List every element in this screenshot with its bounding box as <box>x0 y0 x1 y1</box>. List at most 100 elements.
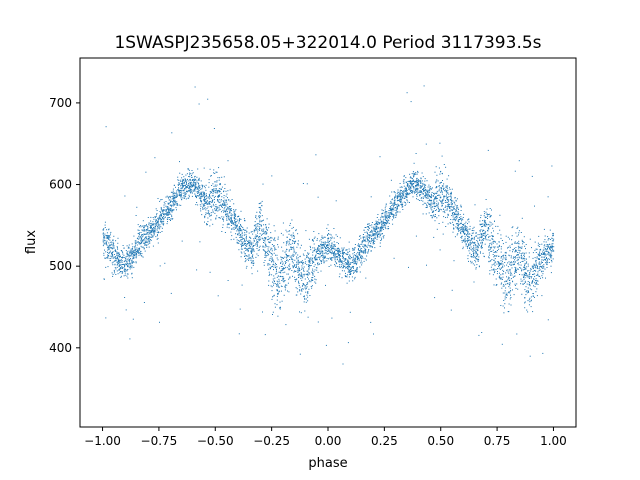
data-point <box>478 237 480 239</box>
data-point <box>354 258 356 259</box>
data-point <box>296 262 298 264</box>
data-point <box>282 258 284 259</box>
data-point <box>201 194 203 196</box>
data-point <box>370 250 372 252</box>
data-point <box>282 263 284 265</box>
data-point <box>365 249 367 251</box>
data-point <box>193 185 195 187</box>
data-point <box>188 196 190 198</box>
data-point <box>282 278 284 279</box>
data-point <box>275 254 276 256</box>
data-point <box>272 296 273 298</box>
data-point <box>169 195 171 197</box>
data-point <box>396 209 398 210</box>
data-point <box>493 272 495 274</box>
data-point <box>202 206 204 208</box>
data-point <box>488 236 490 238</box>
data-point <box>508 291 510 293</box>
data-point <box>232 222 234 224</box>
data-point <box>263 219 264 221</box>
data-point <box>244 240 246 242</box>
data-point <box>135 257 137 259</box>
data-point <box>235 209 237 211</box>
data-point <box>137 250 139 252</box>
data-point <box>488 260 490 262</box>
data-point <box>427 186 429 188</box>
data-point <box>182 179 184 181</box>
data-point <box>116 261 118 263</box>
data-point <box>256 248 258 249</box>
data-point <box>323 246 325 248</box>
data-point <box>379 222 381 224</box>
data-point <box>160 208 162 210</box>
data-point <box>373 240 375 242</box>
data-point <box>215 217 217 219</box>
data-point <box>160 219 162 221</box>
data-point <box>164 213 166 215</box>
data-point <box>407 184 409 186</box>
data-point <box>218 179 220 181</box>
data-point <box>295 266 296 268</box>
data-point <box>436 174 438 176</box>
data-point <box>161 219 163 221</box>
data-point <box>150 216 152 218</box>
data-point <box>290 234 292 236</box>
data-point <box>225 214 226 216</box>
data-point <box>373 237 375 239</box>
data-point <box>464 223 466 225</box>
data-point <box>467 231 469 233</box>
data-point <box>119 268 121 270</box>
data-point <box>219 194 221 196</box>
data-point <box>453 212 455 214</box>
data-point <box>149 224 151 226</box>
data-point <box>493 235 494 237</box>
data-point <box>406 192 408 194</box>
data-point <box>335 250 337 251</box>
data-point <box>392 223 394 225</box>
data-point <box>293 251 295 253</box>
data-point <box>488 256 489 258</box>
data-point <box>142 242 144 244</box>
data-point <box>269 268 271 270</box>
data-point <box>404 202 406 204</box>
data-point <box>351 257 353 259</box>
data-point <box>338 276 340 278</box>
data-point <box>471 232 473 234</box>
data-point <box>500 246 502 248</box>
data-point <box>502 265 503 267</box>
data-point <box>235 222 237 224</box>
data-point <box>505 281 507 282</box>
data-point <box>297 257 299 259</box>
data-point <box>509 298 511 300</box>
data-point <box>433 202 435 204</box>
data-point <box>374 233 376 235</box>
data-point <box>460 233 462 235</box>
data-point <box>464 240 466 242</box>
data-point <box>457 226 458 228</box>
data-point <box>205 189 207 191</box>
data-point <box>481 236 483 237</box>
data-point <box>328 247 329 249</box>
data-point <box>327 244 329 246</box>
data-point <box>230 221 232 223</box>
data-point <box>457 213 459 215</box>
data-point <box>292 226 294 228</box>
data-point <box>169 219 171 220</box>
data-point <box>367 234 369 236</box>
data-point <box>202 196 204 198</box>
data-point <box>295 253 297 255</box>
data-point <box>143 240 145 242</box>
data-point <box>468 250 470 252</box>
data-point <box>144 242 146 244</box>
data-point <box>156 221 158 223</box>
data-point <box>314 249 316 251</box>
data-point <box>513 294 515 296</box>
data-point <box>484 216 486 218</box>
data-point <box>367 235 369 237</box>
data-point <box>248 239 250 241</box>
data-point <box>308 266 310 268</box>
data-point <box>184 184 186 186</box>
data-point <box>405 190 407 192</box>
data-point <box>309 262 311 264</box>
data-point <box>491 244 493 246</box>
